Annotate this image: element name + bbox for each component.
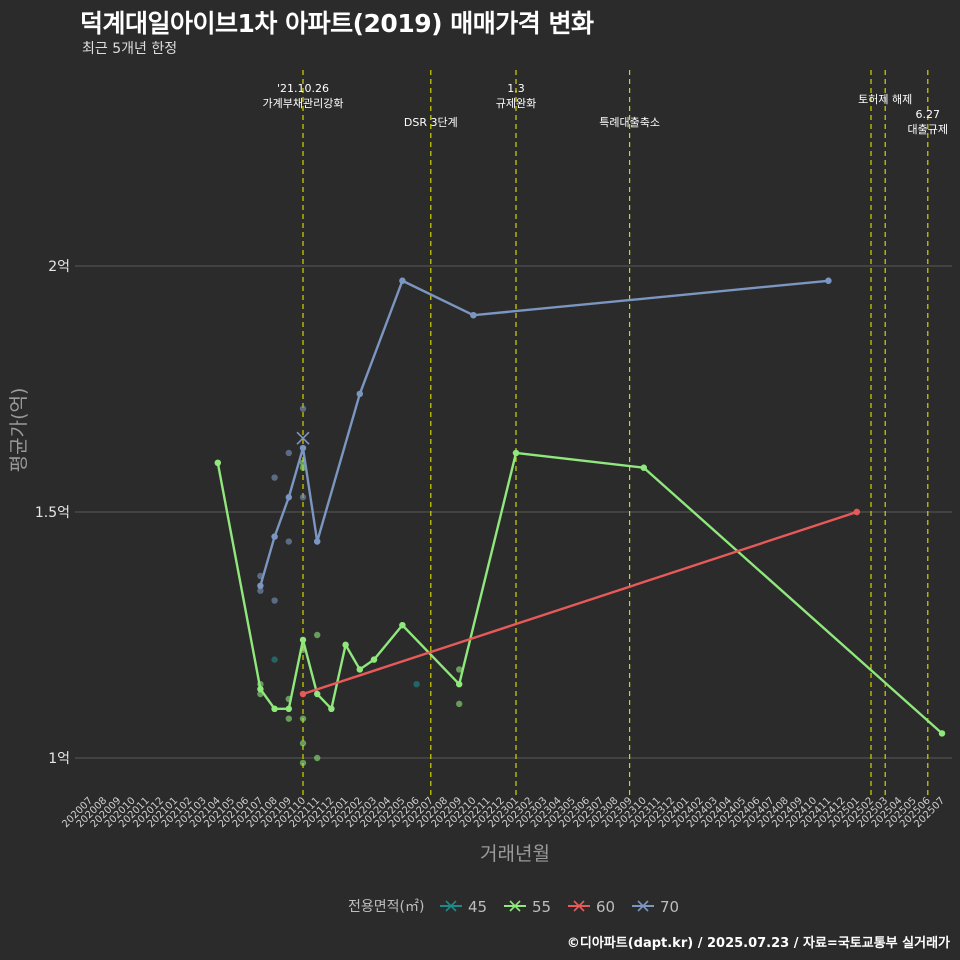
series-line-60: [302, 510, 858, 696]
legend: 전용면적(㎡) 45 55 60 70: [348, 898, 679, 916]
scatter-point-55: [314, 754, 321, 762]
line-point-55: [370, 656, 378, 663]
y-tick-label: 1.5억: [35, 505, 70, 521]
line-point-70: [299, 444, 307, 452]
scatter-point-70: [257, 587, 264, 594]
line-point-55: [271, 705, 278, 712]
line-point-55: [456, 681, 463, 688]
scatter-point-70: [271, 474, 278, 481]
scatter-point-70: [299, 405, 307, 412]
line-point-55: [285, 705, 292, 712]
point-layer: [214, 277, 946, 737]
scatter-point-55: [456, 700, 463, 708]
axis-layer: 1억1.5억2억20200720200820200920201020201120…: [8, 259, 947, 865]
grid-layer: [75, 265, 952, 759]
line-point-55: [640, 464, 647, 471]
legend-swatch-70: [637, 900, 649, 912]
line-point-70: [257, 582, 264, 589]
event-label: 규제완화: [496, 97, 536, 110]
scatter-point-70: [285, 449, 292, 457]
legend-label-60: 60: [596, 898, 615, 916]
scatter-point-55: [299, 759, 307, 767]
event-label: '21.10.26: [277, 82, 329, 95]
legend-swatch-60: [573, 900, 585, 912]
scatter-point-55: [456, 666, 463, 673]
event-label: 특례대출축소: [599, 116, 660, 129]
scatter-point-55: [285, 715, 292, 722]
y-axis-title: 평균가(억): [8, 388, 30, 473]
line-point-55: [356, 666, 363, 673]
chart-subtitle: 최근 5개년 한정: [82, 41, 178, 57]
line-point-70: [470, 312, 477, 319]
highlight-marker-70: [296, 431, 310, 445]
scatter-point-70: [299, 494, 307, 501]
line-point-55: [938, 730, 946, 737]
line-point-70: [356, 390, 363, 398]
line-layer: [216, 279, 943, 735]
line-point-55: [342, 641, 349, 649]
line-point-55: [257, 685, 264, 693]
series-line-70: [259, 279, 829, 587]
line-point-60: [853, 508, 860, 516]
scatter-point-70: [271, 597, 278, 604]
legend-label-45: 45: [468, 898, 487, 916]
event-label: 대출규제: [908, 123, 948, 136]
x-axis-title: 거래년월: [480, 843, 550, 865]
legend-swatch-55: [509, 900, 521, 912]
scatter-point-45: [271, 656, 278, 663]
scatter-layer: [214, 277, 946, 767]
series-line-55: [216, 451, 943, 735]
line-point-70: [314, 538, 321, 545]
event-label: DSR 3단계: [404, 116, 458, 129]
legend-label-55: 55: [532, 898, 551, 916]
line-point-70: [271, 533, 278, 540]
line-point-70: [399, 277, 406, 284]
scatter-point-55: [299, 740, 307, 747]
source-caption: ©디아파트(dapt.kr) / 2025.07.23 / 자료=국토교통부 실…: [566, 936, 950, 951]
line-point-55: [214, 459, 221, 466]
line-point-55: [314, 690, 321, 698]
event-label: 6.27: [916, 108, 941, 121]
chart-title: 덕계대일아이브1차 아파트(2019) 매매가격 변화: [80, 9, 594, 38]
scatter-point-70: [285, 538, 292, 545]
legend-title: 전용면적(㎡): [348, 899, 424, 915]
line-point-55: [328, 705, 335, 712]
legend-label-70: 70: [660, 898, 679, 916]
scatter-point-55: [314, 631, 321, 639]
event-label: 1.3: [507, 82, 525, 95]
line-point-55: [399, 621, 406, 629]
line-point-55: [299, 636, 307, 644]
line-point-70: [285, 494, 292, 501]
line-point-55: [512, 449, 520, 457]
event-label: 토허제 해제: [858, 92, 912, 106]
line-point-60: [299, 690, 307, 698]
event-label: 가계부채관리강화: [263, 97, 344, 110]
line-point-70: [825, 277, 832, 284]
y-tick-label: 2억: [48, 259, 70, 275]
y-tick-label: 1억: [48, 751, 70, 767]
scatter-point-55: [299, 715, 307, 722]
legend-swatch-45: [445, 900, 457, 912]
scatter-point-45: [413, 681, 420, 688]
